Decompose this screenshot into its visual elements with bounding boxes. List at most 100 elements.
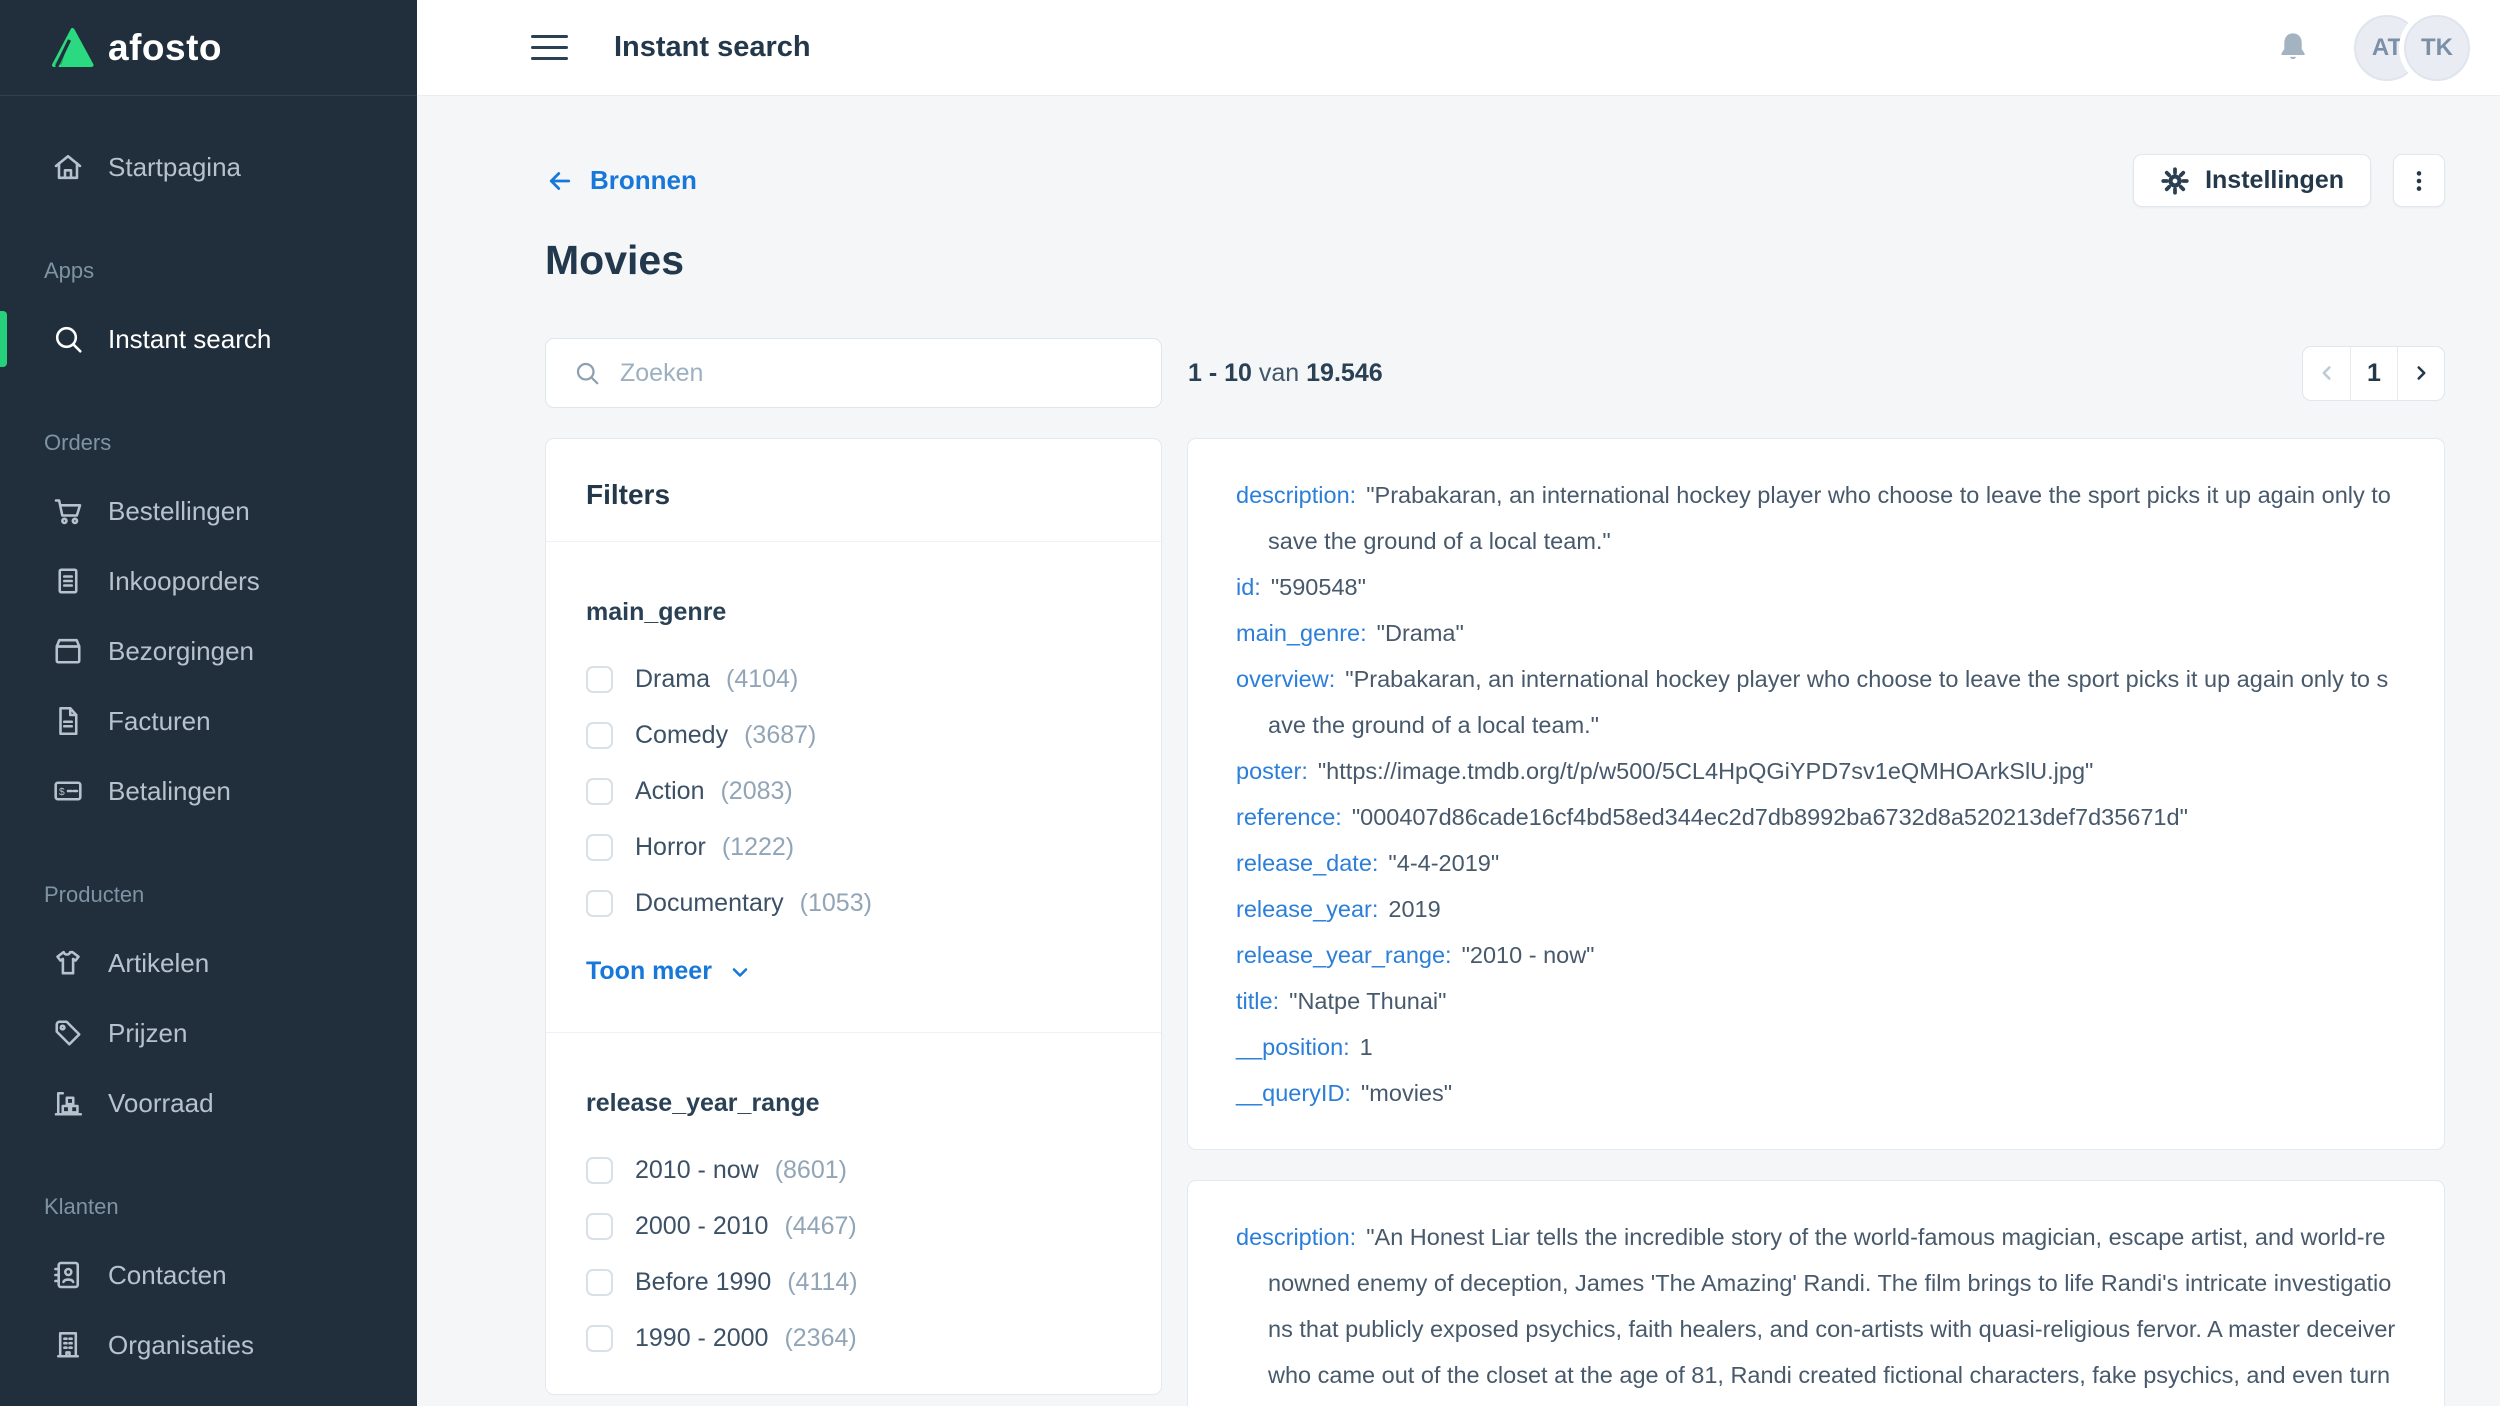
pagination-next-button[interactable] <box>2397 346 2444 400</box>
field-value: "Natpe Thunai" <box>1289 988 1447 1014</box>
more-options-button[interactable] <box>2393 154 2445 207</box>
sidebar-section-label: Apps <box>44 258 95 283</box>
sidebar-item-bezorgingen[interactable]: Bezorgingen <box>0 616 417 686</box>
filter-option-horror[interactable]: Horror (1222) <box>586 819 1121 875</box>
chevron-left-icon <box>2322 366 2331 380</box>
field-value: "Prabakaran, an international hockey pla… <box>1268 666 2389 738</box>
header-actions: Instellingen <box>2133 154 2445 207</box>
sidebar-item-label: Bezorgingen <box>108 635 254 666</box>
results-meta: 1 - 10 van 19.546 <box>1188 359 1383 388</box>
show-more-label: Toon meer <box>586 957 712 985</box>
page-header-row: Bronnen <box>545 154 2445 207</box>
checkbox[interactable] <box>586 1268 613 1296</box>
filter-option-label: 2000 - 2010 <box>635 1211 769 1240</box>
results-range: 1 - 10 <box>1188 358 1252 387</box>
checkbox[interactable] <box>586 889 613 917</box>
show-more-link[interactable]: Toon meer <box>586 957 1121 986</box>
filter-option-comedy[interactable]: Comedy (3687) <box>586 707 1121 763</box>
filter-option-2010-now[interactable]: 2010 - now (8601) <box>586 1142 1121 1198</box>
field-key: reference: <box>1236 804 1342 830</box>
field-row: description: "Prabakaran, an internationa… <box>1236 472 2396 564</box>
bell-icon[interactable] <box>2274 29 2312 67</box>
sidebar-item-facturen[interactable]: Facturen <box>0 686 417 756</box>
result-card: description: "Prabakaran, an internationa… <box>1187 438 2445 1150</box>
settings-button-label: Instellingen <box>2205 166 2344 194</box>
field-key: __queryID: <box>1236 1080 1351 1106</box>
box-icon <box>50 633 86 669</box>
sidebar-item-label: Inkooporders <box>108 565 260 596</box>
sidebar-item-label: Prijzen <box>108 1017 188 1048</box>
kebab-menu-icon <box>2416 170 2422 191</box>
home-icon <box>50 149 86 185</box>
checkbox[interactable] <box>586 665 613 693</box>
sidebar-item-contacten[interactable]: Contacten <box>0 1240 417 1310</box>
filter-option-count: (1222) <box>721 832 795 861</box>
brand-name: afosto <box>108 26 222 68</box>
contact-icon <box>50 1257 86 1293</box>
checkbox[interactable] <box>586 833 613 861</box>
sidebar-section-label: Klanten <box>44 1194 119 1219</box>
field-value: 2019 <box>1388 896 1441 922</box>
filter-option-label: Drama <box>635 664 711 693</box>
field-key: title: <box>1236 988 1280 1014</box>
sidebar-item-betalingen[interactable]: $ Betalingen <box>0 756 417 826</box>
sidebar-item-label: Contacten <box>108 1259 227 1290</box>
checkbox[interactable] <box>586 1212 613 1240</box>
filter-option-documentary[interactable]: Documentary (1053) <box>586 875 1121 931</box>
hamburger-icon[interactable] <box>531 35 568 60</box>
checkbox[interactable] <box>586 1324 613 1352</box>
avatar-tk[interactable]: TK <box>2404 14 2470 81</box>
filter-option-count: (2364) <box>784 1323 857 1352</box>
filter-option-drama[interactable]: Drama (4104) <box>586 651 1121 707</box>
sidebar-item-instant-search[interactable]: Instant search <box>0 304 417 374</box>
filter-option-2000-2010[interactable]: 2000 - 2010 (4467) <box>586 1198 1121 1254</box>
main-area: Instant search AT TK Bronnen <box>417 0 2500 1406</box>
field-value: 1 <box>1359 1034 1373 1060</box>
receipt-icon <box>50 563 86 599</box>
pagination-prev-button[interactable] <box>2303 347 2350 400</box>
chevron-right-icon <box>2417 366 2426 380</box>
checkbox[interactable] <box>586 721 613 749</box>
pagination-page-indicator[interactable]: 1 <box>2350 346 2397 400</box>
payment-icon: $ <box>50 773 86 809</box>
page-app-title: Instant search <box>614 31 811 63</box>
sidebar-item-organisaties[interactable]: Organisaties <box>0 1310 417 1380</box>
divider <box>546 541 1161 542</box>
brand-logo[interactable]: afosto <box>0 0 417 96</box>
sidebar-item-label: Organisaties <box>108 1329 254 1360</box>
filter-option-count: (4467) <box>784 1211 857 1240</box>
field-key: overview: <box>1236 666 1336 692</box>
filter-option-before-1990[interactable]: Before 1990 (4114) <box>586 1254 1121 1310</box>
sidebar-item-label: Instant search <box>108 323 272 354</box>
sidebar-item-label: Voorraad <box>108 1087 214 1118</box>
sidebar-item-voorraad[interactable]: Voorraad <box>0 1068 417 1138</box>
field-key: description: <box>1236 1224 1357 1250</box>
sidebar-item-bestellingen[interactable]: Bestellingen <box>0 476 417 546</box>
filter-option-label: Comedy <box>635 720 729 749</box>
results-list: description: "Prabakaran, an internationa… <box>1187 438 2445 1406</box>
filter-option-label: Before 1990 <box>635 1267 772 1296</box>
sidebar-item-startpagina[interactable]: Startpagina <box>0 132 417 202</box>
filter-option-action[interactable]: Action (2083) <box>586 763 1121 819</box>
field-value: "movies" <box>1360 1080 1453 1106</box>
sidebar-section: Orders Bestellingen Inkooporders Bezorgi… <box>0 430 417 826</box>
search-input[interactable] <box>620 358 1145 388</box>
results-total: 19.546 <box>1306 358 1383 387</box>
filter-option-1990-2000[interactable]: 1990 - 2000 (2364) <box>586 1310 1121 1366</box>
sidebar-item-inkooporders[interactable]: Inkooporders <box>0 546 417 616</box>
svg-text:$: $ <box>59 787 65 798</box>
field-row: overview: "Prabakaran, an international h… <box>1236 656 2396 748</box>
settings-button[interactable]: Instellingen <box>2133 154 2371 207</box>
field-value: "2010 - now" <box>1461 942 1595 968</box>
field-value: "4-4-2019" <box>1388 850 1500 876</box>
back-link-label: Bronnen <box>590 165 697 195</box>
sidebar-item-artikelen[interactable]: Artikelen <box>0 928 417 998</box>
checkbox[interactable] <box>586 1156 613 1184</box>
cart-icon <box>50 493 86 529</box>
filter-option-label: 2010 - now <box>635 1155 759 1184</box>
sidebar-item-prijzen[interactable]: Prijzen <box>0 998 417 1068</box>
sidebar: afosto Startpagina Apps Instant search O… <box>0 0 417 1406</box>
checkbox[interactable] <box>586 777 613 805</box>
back-link-bronnen[interactable]: Bronnen <box>545 165 697 196</box>
field-row: release_year: 2019 <box>1236 886 2396 932</box>
